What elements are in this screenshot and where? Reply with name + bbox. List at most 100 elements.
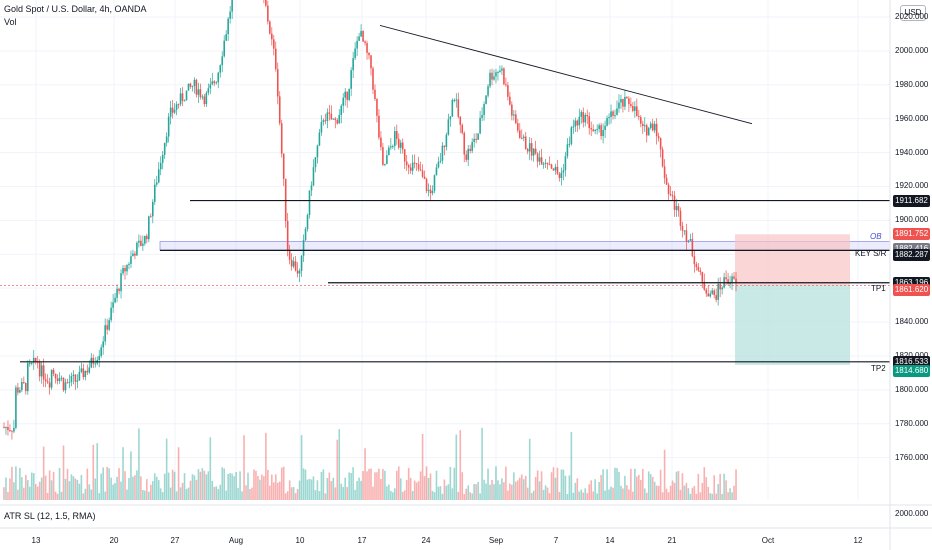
volume-bar: [42, 446, 45, 500]
volume-bar: [372, 486, 374, 500]
candle-body: [187, 83, 190, 91]
candle-body: [437, 161, 440, 168]
candle-body: [225, 34, 227, 41]
volume-bar: [126, 489, 128, 500]
volume-bar: [17, 489, 19, 500]
volume-bar: [479, 493, 481, 500]
candle-body: [503, 68, 505, 85]
candle-body: [497, 71, 499, 73]
volume-bar: [46, 492, 49, 500]
volume-bar: [501, 478, 503, 500]
volume-bar: [705, 477, 708, 500]
candle-body: [673, 195, 676, 210]
volume-bar: [259, 479, 261, 500]
volume-bar: [425, 466, 428, 500]
candle-body: [465, 154, 468, 160]
volume-bar: [673, 482, 676, 500]
volume-bar: [128, 478, 130, 500]
volume-bar: [142, 489, 144, 500]
candle-body: [274, 48, 277, 70]
candle-body: [197, 89, 200, 95]
candle-body: [314, 157, 317, 168]
volume-bar: [636, 476, 638, 500]
volume-bar: [38, 481, 41, 500]
volume-bar: [386, 486, 388, 500]
candle-body: [451, 99, 454, 117]
volume-bar: [211, 480, 214, 500]
volume-bar: [592, 491, 594, 500]
candle-body: [473, 138, 475, 142]
candle-body: [431, 190, 434, 194]
volume-bar: [112, 484, 114, 500]
volume-bar: [153, 473, 156, 500]
candle-body: [691, 239, 694, 257]
volume-bar: [312, 476, 315, 500]
candle-body: [157, 169, 160, 183]
candle-body: [727, 279, 729, 284]
volume-bar: [453, 467, 456, 500]
candle-body: [215, 82, 218, 84]
volume-bar: [628, 489, 630, 500]
volume-bar: [382, 468, 384, 500]
volume-label: Vol: [4, 17, 17, 27]
candle-body: [74, 374, 77, 382]
volume-bar: [346, 487, 348, 500]
volume-bar: [663, 449, 666, 500]
volume-bar: [197, 468, 200, 500]
volume-bar: [116, 476, 118, 500]
candle-body: [159, 162, 162, 170]
candle-body: [48, 382, 51, 388]
candle-body: [390, 146, 392, 148]
candle-body: [665, 177, 668, 185]
candle-body: [104, 325, 106, 342]
volume-bar: [639, 479, 642, 500]
candle-body: [114, 297, 116, 303]
volume-bar: [395, 470, 398, 500]
candle-body: [40, 365, 43, 377]
volume-bar: [725, 480, 727, 500]
candle-body: [578, 116, 581, 126]
candle-body: [368, 52, 370, 56]
candle-body: [76, 380, 79, 382]
candle-body: [38, 362, 41, 377]
candle-body: [302, 240, 305, 256]
volume-bar: [473, 483, 475, 500]
volume-bar: [282, 466, 285, 500]
x-tick-label: 7: [553, 536, 559, 545]
volume-bar: [524, 475, 527, 500]
candle-body: [663, 166, 666, 178]
candle-body: [9, 430, 11, 432]
candle-body: [144, 235, 146, 244]
candle-body: [526, 149, 529, 152]
volume-bar: [290, 487, 293, 500]
price-tag: 1911.682: [893, 194, 930, 207]
volume-bar: [203, 470, 206, 500]
candle-body: [641, 123, 644, 127]
volume-bar: [503, 482, 505, 500]
volume-bar: [522, 479, 525, 500]
volume-bar: [241, 491, 243, 500]
y-tick-label: 1940.000: [895, 147, 929, 157]
volume-bar: [713, 475, 715, 500]
volume-bar: [110, 477, 112, 500]
candle-body: [511, 104, 513, 116]
currency-button[interactable]: USD: [900, 5, 926, 21]
candle-body: [515, 114, 517, 124]
volume-bar: [34, 483, 37, 500]
volume-bar: [538, 481, 541, 500]
candle-body: [360, 31, 362, 37]
volume-bar: [491, 479, 493, 500]
candle-body: [185, 90, 188, 101]
candle-body: [161, 154, 164, 163]
volume-bar: [44, 475, 47, 500]
volume-bar: [191, 474, 194, 500]
volume-bar: [643, 488, 646, 500]
volume-bar: [366, 471, 368, 500]
candle-body: [326, 112, 329, 122]
volume-bar: [534, 476, 537, 500]
candle-body: [78, 371, 81, 381]
annotation-label: OB: [870, 231, 882, 241]
candle-body: [366, 43, 368, 53]
volume-bar: [546, 487, 549, 500]
